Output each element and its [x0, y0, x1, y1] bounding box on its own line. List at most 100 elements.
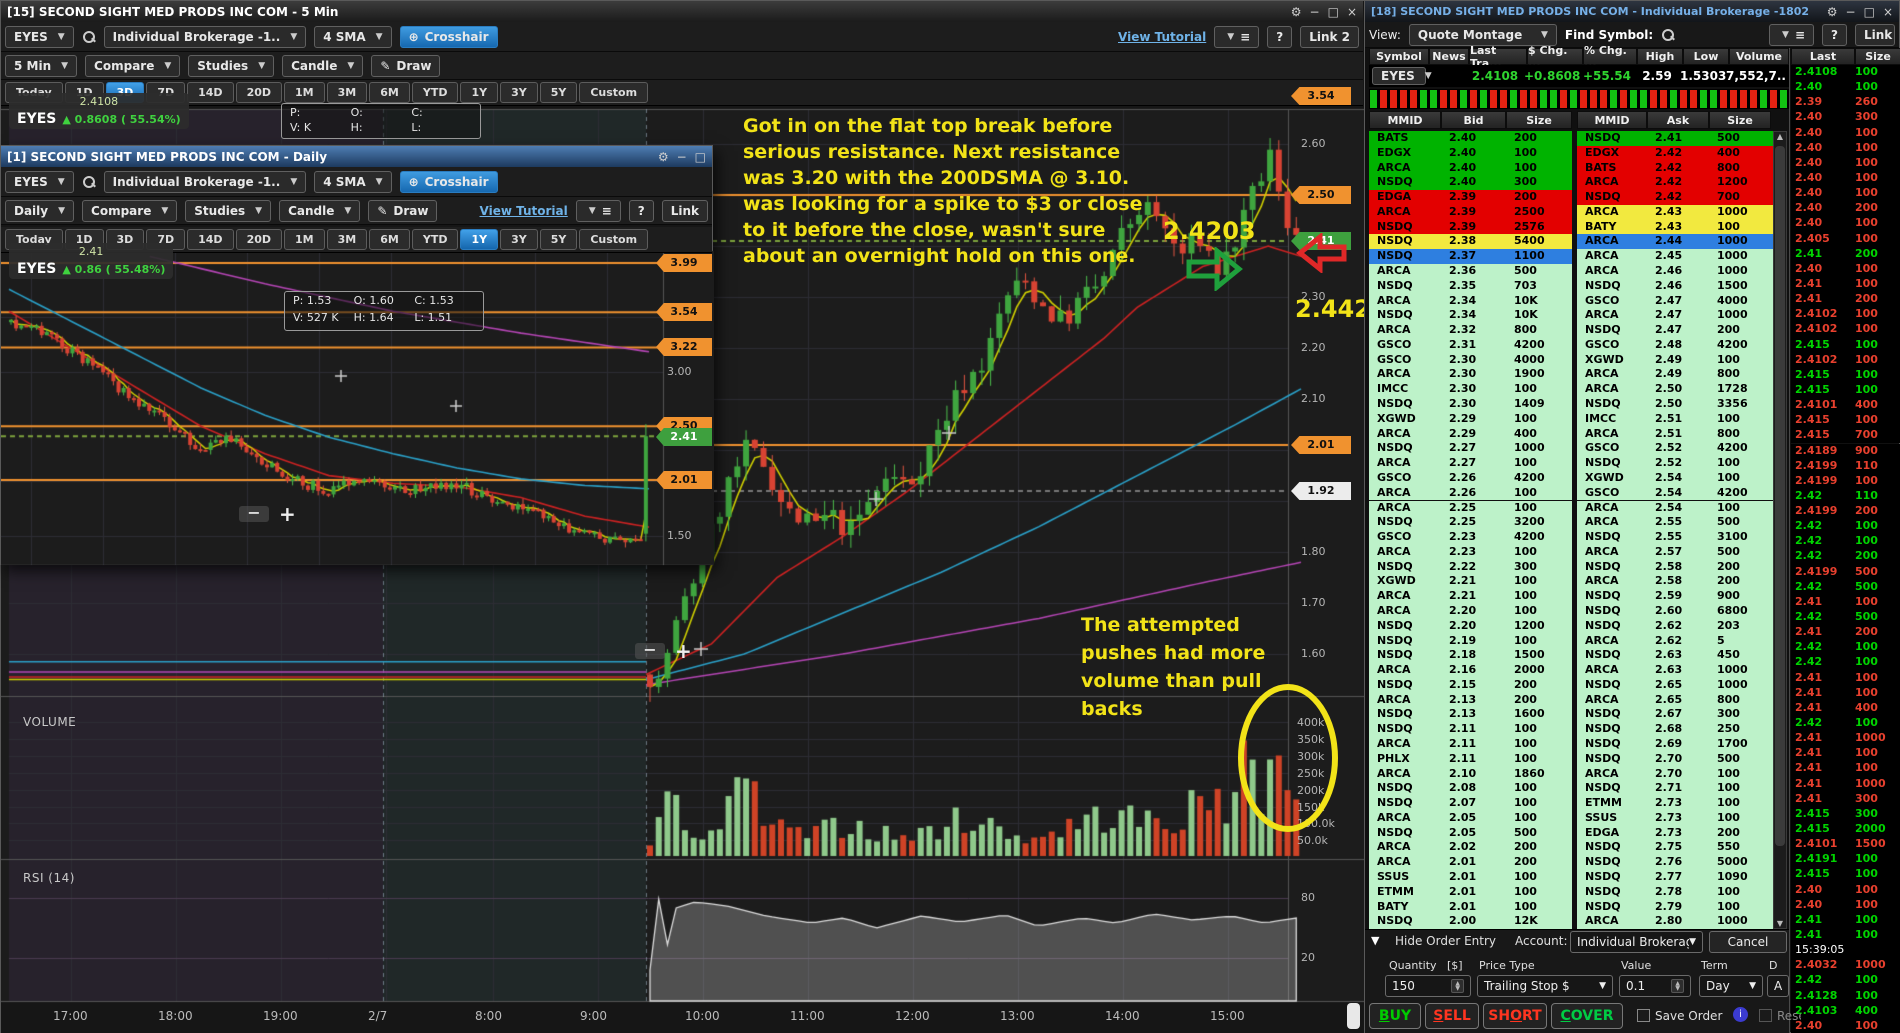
maximize-icon[interactable]: □: [694, 149, 706, 164]
ask-row[interactable]: XGWD 2.54 100: [1577, 470, 1773, 486]
view-tutorial-link[interactable]: View Tutorial: [479, 203, 568, 218]
quantity-input[interactable]: 150 ▲ ▼: [1385, 975, 1471, 997]
reset-checkbox[interactable]: [1759, 1009, 1772, 1022]
ask-row[interactable]: BATS 2.42 800: [1577, 160, 1773, 176]
bid-col-size[interactable]: Size: [1506, 111, 1572, 129]
tns-row[interactable]: 2.41 100: [1791, 912, 1900, 928]
bid-row[interactable]: ARCA 2.40 100: [1369, 160, 1572, 176]
help-button[interactable]: ?: [628, 199, 654, 222]
bid-row[interactable]: GSCO 2.31 4200: [1369, 337, 1572, 353]
tns-row[interactable]: 2.40 100: [1791, 140, 1900, 156]
tns-row[interactable]: 2.41 1000: [1791, 776, 1900, 792]
tns-row[interactable]: 2.415 100: [1791, 337, 1900, 353]
tab-1y[interactable]: 1Y: [460, 229, 499, 250]
symbol-dropdown[interactable]: EYES ▼: [5, 25, 74, 48]
gear-icon[interactable]: ⚙: [1826, 4, 1838, 19]
draw-button[interactable]: ✎ Draw: [371, 54, 441, 77]
bid-row[interactable]: NSDQ 2.35 703: [1369, 278, 1572, 294]
tns-row[interactable]: 2.41 400: [1791, 700, 1900, 716]
tns-row[interactable]: 2.405 100: [1791, 231, 1900, 247]
bid-row[interactable]: ARCA 2.32 800: [1369, 323, 1572, 338]
tns-row[interactable]: 2.4101 400: [1791, 398, 1900, 414]
chart-zoom-controls-5min[interactable]: − +: [635, 639, 692, 663]
link-button[interactable]: Link: [661, 199, 708, 222]
bid-row[interactable]: NSDQ 2.11 100: [1369, 722, 1572, 737]
tns-row[interactable]: 2.40 100: [1791, 170, 1900, 187]
tns-row[interactable]: 2.42 500: [1791, 610, 1900, 626]
tab-3y[interactable]: 3Y: [500, 82, 538, 103]
tns-row[interactable]: 2.415 100: [1791, 382, 1900, 399]
bid-row[interactable]: NSDQ 2.38 5400: [1369, 234, 1572, 250]
tab-20d[interactable]: 20D: [235, 82, 283, 103]
tns-row[interactable]: 2.42 200: [1791, 549, 1900, 565]
tab-3m[interactable]: 3M: [326, 229, 368, 250]
bid-row[interactable]: ARCA 2.13 200: [1369, 692, 1572, 708]
term-dropdown[interactable]: Day ▼: [1699, 975, 1763, 997]
tns-row[interactable]: 2.40 300: [1791, 110, 1900, 126]
bid-row[interactable]: ARCA 2.11 100: [1369, 736, 1572, 752]
bid-row[interactable]: EDGA 2.39 200: [1369, 190, 1572, 205]
tns-row[interactable]: 2.41 100: [1791, 276, 1900, 293]
bid-col-mmid[interactable]: MMID: [1369, 111, 1441, 129]
tab-1y[interactable]: 1Y: [460, 82, 499, 103]
tns-row[interactable]: 2.41 100: [1791, 761, 1900, 777]
bid-row[interactable]: NSDQ 2.20 1200: [1369, 618, 1572, 634]
tns-row[interactable]: 2.4102 100: [1791, 307, 1900, 323]
tns-row[interactable]: 2.4108 100: [1791, 65, 1900, 81]
ask-row[interactable]: GSCO 2.52 4200: [1577, 441, 1773, 457]
quote-col-news[interactable]: News: [1429, 48, 1469, 65]
bid-row[interactable]: NSDQ 2.13 1600: [1369, 707, 1572, 723]
link-button[interactable]: Link 2: [1300, 25, 1359, 48]
ask-row[interactable]: ARCA 2.62 5: [1577, 633, 1773, 649]
save-order-checkbox[interactable]: [1637, 1009, 1650, 1022]
ask-row[interactable]: ARCA 2.57 500: [1577, 544, 1773, 560]
ask-row[interactable]: NSDQ 2.52 100: [1577, 456, 1773, 471]
short-button[interactable]: SHORT: [1483, 1003, 1547, 1029]
tns-row[interactable]: 2.40 200: [1791, 201, 1900, 217]
ask-row[interactable]: ARCA 2.70 100: [1577, 766, 1773, 782]
bid-row[interactable]: ARCA 2.27 100: [1369, 456, 1572, 471]
tns-row[interactable]: 2.42 100: [1791, 973, 1900, 989]
bid-row[interactable]: ARCA 2.39 2500: [1369, 204, 1572, 220]
tns-row[interactable]: 2.415 100: [1791, 367, 1900, 383]
ask-row[interactable]: NSDQ 2.62 203: [1577, 618, 1773, 634]
zoom-in-button[interactable]: +: [279, 502, 296, 526]
tab-6m[interactable]: 6M: [369, 82, 410, 103]
bid-row[interactable]: NSDQ 2.08 100: [1369, 781, 1572, 797]
search-icon[interactable]: [82, 30, 96, 44]
ask-row[interactable]: GSCO 2.54 4200: [1577, 485, 1773, 501]
tns-row[interactable]: 2.4199 500: [1791, 564, 1900, 580]
link-button[interactable]: Link 1: [1855, 23, 1895, 46]
tns-row[interactable]: 2.4191 100: [1791, 852, 1900, 868]
ask-row[interactable]: NSDQ 2.69 1700: [1577, 736, 1773, 752]
account-dropdown[interactable]: Individual Brokerage -1.. ▼: [103, 170, 307, 193]
montage-menu-button[interactable]: ▼ ≡: [1769, 23, 1815, 46]
tns-row[interactable]: 2.40 100: [1791, 897, 1900, 913]
bid-row[interactable]: XGWD 2.21 100: [1369, 574, 1572, 590]
ask-row[interactable]: NSDQ 2.77 1090: [1577, 870, 1773, 885]
titlebar-5min[interactable]: [15] SECOND SIGHT MED PRODS INC COM - 5 …: [1, 1, 1363, 22]
ask-row[interactable]: ARCA 2.47 1000: [1577, 308, 1773, 324]
bid-row[interactable]: EDGX 2.40 100: [1369, 145, 1572, 161]
quote-col-lasttra[interactable]: Last Tra...: [1469, 44, 1527, 70]
gear-icon[interactable]: ⚙: [657, 149, 669, 164]
ask-col-ask[interactable]: Ask: [1647, 111, 1709, 129]
charttype-dropdown[interactable]: Candle ▼: [279, 199, 361, 222]
tns-row[interactable]: 2.41 200: [1791, 625, 1900, 641]
ask-row[interactable]: NSDQ 2.78 100: [1577, 884, 1773, 900]
tns-row[interactable]: 2.40 100: [1791, 216, 1900, 232]
tns-row[interactable]: 2.42 100: [1791, 534, 1900, 550]
tns-row[interactable]: 2.39 260: [1791, 95, 1900, 111]
search-icon[interactable]: [82, 175, 96, 189]
bid-row[interactable]: ARCA 2.21 100: [1369, 589, 1572, 604]
tns-row[interactable]: 2.41 200: [1791, 246, 1900, 262]
quote-col-high[interactable]: High: [1637, 48, 1683, 65]
close-icon[interactable]: ×: [1346, 4, 1357, 19]
ask-row[interactable]: ARCA 2.63 1000: [1577, 663, 1773, 678]
ask-row[interactable]: NSDQ 2.59 900: [1577, 589, 1773, 604]
sell-button[interactable]: S ELL: [1425, 1003, 1479, 1029]
tab-14d[interactable]: 14D: [187, 229, 234, 250]
tab-custom[interactable]: Custom: [579, 82, 649, 103]
crosshair-button[interactable]: ⊕ Crosshair: [399, 25, 498, 48]
maximize-icon[interactable]: □: [1327, 4, 1339, 19]
